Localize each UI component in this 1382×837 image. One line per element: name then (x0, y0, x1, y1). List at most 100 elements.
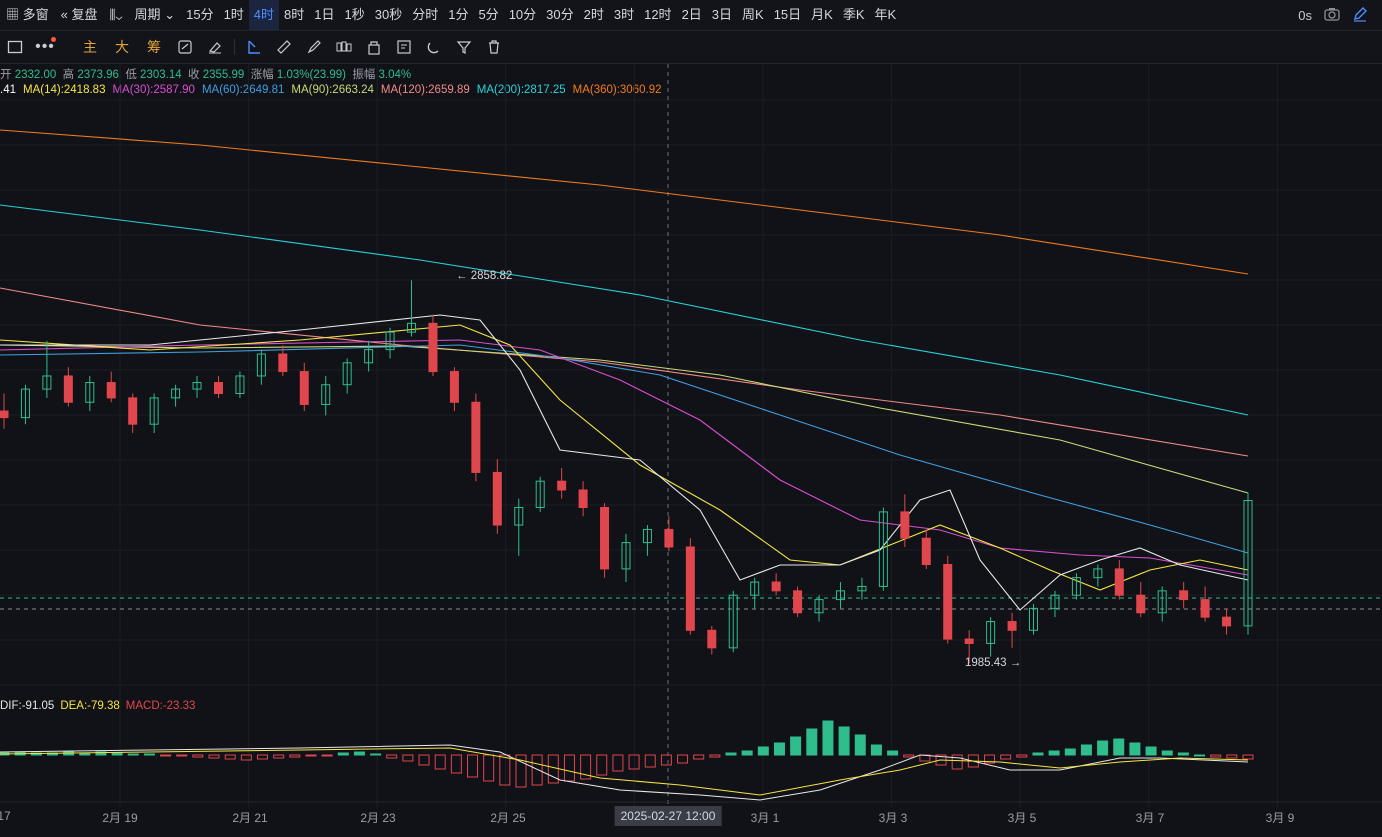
rectangle-icon[interactable] (2, 34, 28, 60)
macd-bar (644, 754, 656, 768)
candle-body (1050, 594, 1060, 609)
interval-12[interactable]: 2时 (583, 7, 604, 22)
interval-2[interactable]: 4时 (248, 0, 280, 30)
macd-bar (1016, 754, 1028, 758)
candle-body (857, 585, 867, 592)
candle-body (921, 537, 931, 566)
close-label: 收 (188, 69, 200, 81)
macd-bar (660, 754, 672, 766)
interval-16[interactable]: 3日 (711, 7, 733, 22)
macd-bar (628, 754, 640, 770)
interval-10[interactable]: 10分 (508, 7, 537, 22)
candle-body (642, 528, 652, 544)
candle-body (256, 353, 266, 377)
multi-window-button[interactable]: ▦ 多窗 (0, 0, 55, 30)
macd-bar (192, 754, 204, 758)
macd-bar (757, 746, 769, 756)
interval-4[interactable]: 1日 (314, 7, 335, 22)
interval-11[interactable]: 30分 (546, 7, 574, 22)
x-axis-label: 2月 21 (232, 811, 268, 825)
camera-icon[interactable] (1324, 7, 1340, 24)
candle-body (1007, 621, 1017, 631)
macd-bar (95, 751, 107, 756)
magnet-icon[interactable] (421, 34, 447, 60)
interval-18[interactable]: 15日 (773, 7, 802, 22)
candle-body (0, 410, 9, 419)
ma120-line (0, 287, 1249, 457)
macd-bar (402, 754, 414, 762)
more-icon[interactable]: ••• (35, 37, 56, 55)
interval-20[interactable]: 季K (842, 7, 865, 22)
x-axis-label: 2月 19 (102, 811, 138, 825)
price-chart[interactable] (0, 64, 1382, 808)
candle-body (964, 638, 974, 644)
candle-body (364, 349, 374, 364)
interval-3[interactable]: 8时 (284, 7, 305, 22)
macd-bar (1129, 742, 1141, 756)
chip-distribution-button[interactable]: 筹 (147, 39, 161, 55)
macd-bar (580, 754, 592, 780)
macd-bar (321, 754, 333, 757)
candle-body (106, 382, 116, 399)
macd-bar (1064, 748, 1076, 756)
trash-icon[interactable] (481, 34, 507, 60)
macd-bar (224, 754, 236, 760)
refresh-settings-icon[interactable] (172, 34, 198, 60)
candle-body (449, 371, 459, 403)
interval-15[interactable]: 2日 (681, 7, 702, 22)
change-value: 1.03%(23.99) (276, 69, 346, 81)
candle-body (213, 382, 223, 394)
restore-button[interactable]: « 复盘 (55, 0, 104, 30)
chart-type-button[interactable]: ⫼⌄ (104, 0, 129, 30)
interval-5[interactable]: 1秒 (344, 7, 365, 22)
divider (234, 39, 235, 55)
note-icon[interactable] (391, 34, 417, 60)
x-axis-label: 3月 1 (750, 811, 780, 825)
candle-body (621, 542, 631, 570)
interval-21[interactable]: 年K (874, 7, 897, 22)
candle-body (1157, 590, 1167, 614)
x-axis-label: 2月 25 (490, 811, 526, 825)
top-right-controls: 0s (1298, 0, 1368, 30)
candle-body (128, 397, 138, 425)
candle-body (428, 322, 438, 373)
interval-6[interactable]: 30秒 (374, 7, 403, 22)
countdown: 0s (1298, 7, 1312, 23)
rewind-icon: « (60, 7, 68, 22)
big-order-button[interactable]: 大 (115, 39, 129, 55)
macd-bar (111, 752, 123, 756)
eraser-icon[interactable] (202, 34, 228, 60)
candle-body (235, 375, 245, 394)
main-indicator-button[interactable]: 主 (83, 39, 97, 55)
candle-body (514, 507, 524, 526)
trendline-icon[interactable] (241, 34, 267, 60)
macd-bar (1113, 738, 1125, 756)
macd-legend-item: DEA:-79.38 (60, 700, 120, 712)
ruler-icon[interactable] (271, 34, 297, 60)
interval-0[interactable]: 15分 (186, 7, 214, 22)
interval-1[interactable]: 1时 (223, 7, 244, 22)
interval-8[interactable]: 1分 (448, 7, 469, 22)
macd-bar (370, 753, 382, 756)
pencil-icon[interactable] (1352, 6, 1368, 25)
period-dropdown[interactable]: 周期 ⌄ (129, 0, 182, 30)
candle-body (943, 564, 953, 640)
interval-14[interactable]: 12时 (644, 7, 672, 22)
filter-icon[interactable] (451, 34, 477, 60)
lock-icon[interactable] (361, 34, 387, 60)
candle-body (63, 375, 73, 403)
interval-9[interactable]: 5分 (478, 7, 499, 22)
ma90-line (0, 344, 1249, 494)
brush-icon[interactable] (301, 34, 327, 60)
dea-line (0, 747, 1249, 796)
macd-bar (289, 754, 301, 758)
interval-17[interactable]: 周K (742, 7, 764, 22)
candle-body (1093, 568, 1103, 579)
interval-13[interactable]: 3时 (613, 7, 635, 22)
interval-19[interactable]: 月K (811, 7, 833, 22)
candlestick-icon[interactable] (331, 34, 357, 60)
macd-bar (1210, 754, 1222, 758)
interval-7[interactable]: 分时 (412, 7, 439, 22)
candle-body (471, 401, 481, 473)
high-marker-value: 2858.82 (470, 270, 513, 282)
